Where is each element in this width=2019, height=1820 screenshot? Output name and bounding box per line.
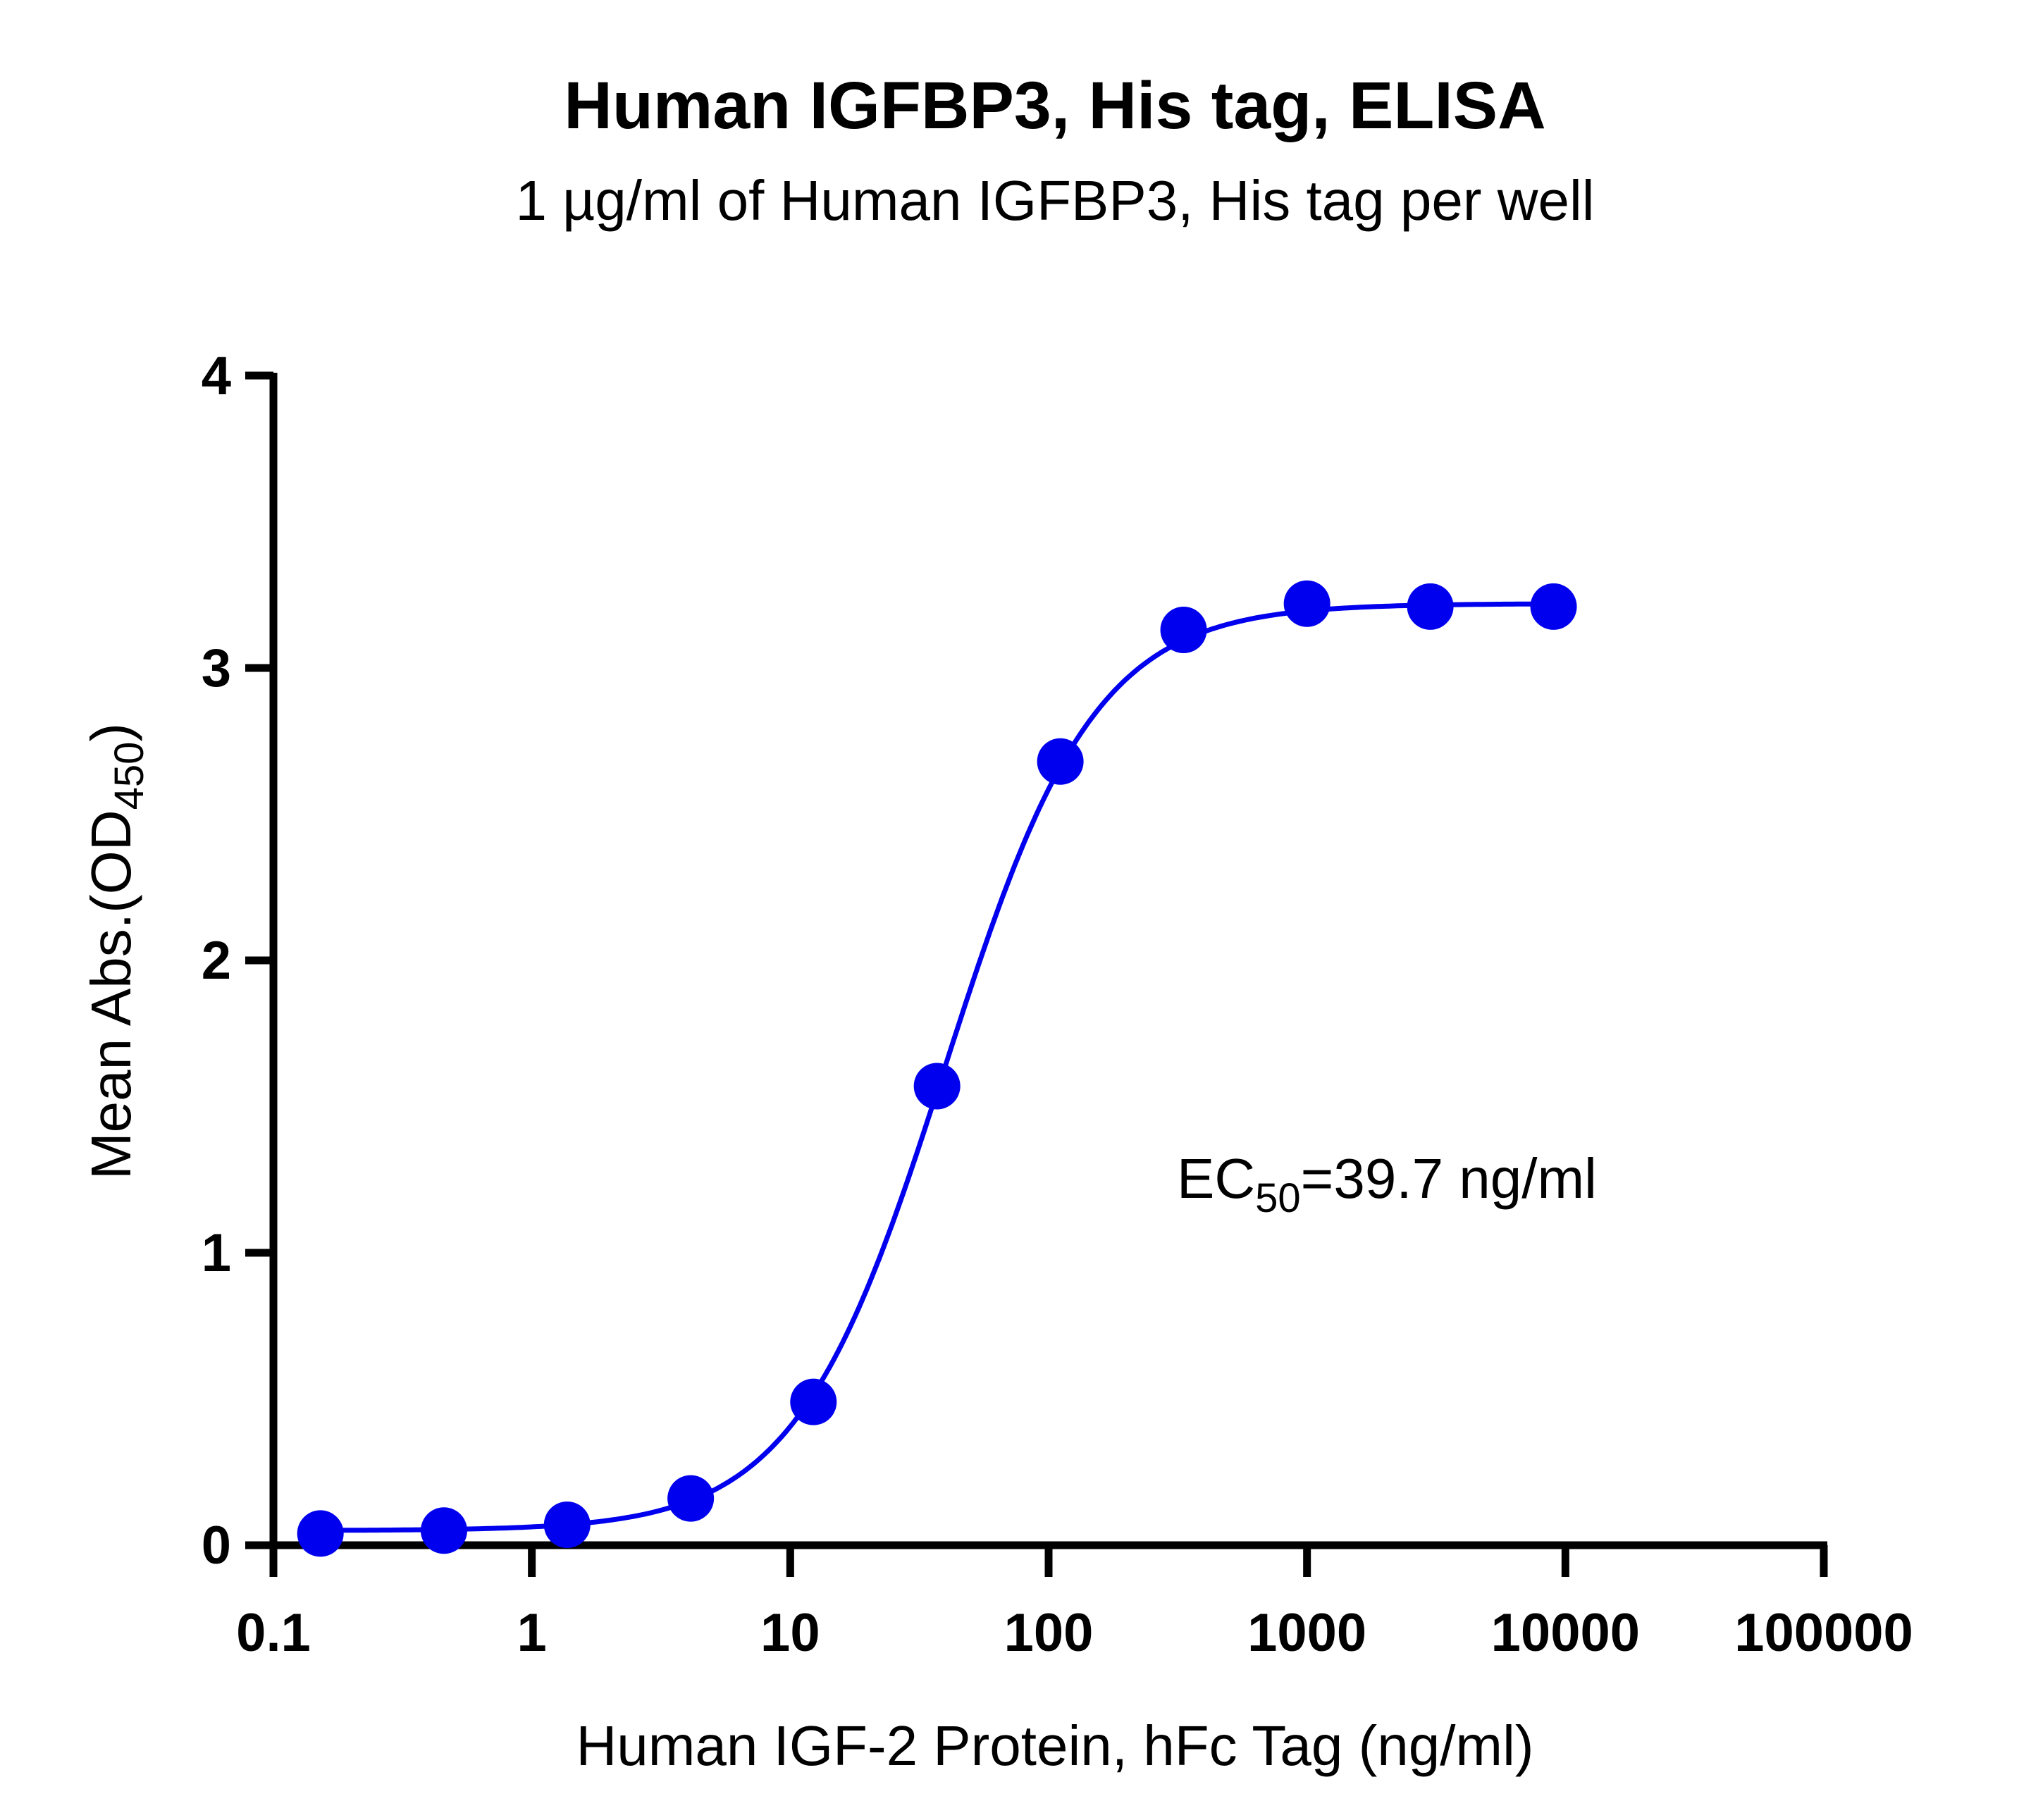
data-point [1407, 583, 1454, 630]
x-tick-label: 10000 [1491, 1603, 1640, 1663]
y-axis-ticks: 0 1 2 3 4 [202, 346, 273, 1576]
y-tick-label: 3 [202, 638, 231, 698]
y-axis-label-end: ) [80, 723, 142, 742]
axes [269, 373, 1827, 1549]
data-point [543, 1501, 591, 1548]
x-tick-label: 100 [1004, 1603, 1094, 1663]
data-point [913, 1063, 961, 1110]
data-point [297, 1510, 344, 1557]
x-tick-label: 100000 [1734, 1603, 1913, 1663]
y-axis-label-sub: 450 [106, 742, 152, 810]
ec50-annotation-end: =39.7 ng/ml [1301, 1147, 1597, 1210]
chart-subtitle: 1 µg/ml of Human IGFBP3, His tag per wel… [515, 169, 1594, 232]
data-points [297, 580, 1577, 1557]
x-axis-ticks: 0.1 1 10 100 1000 10000 100000 [236, 1545, 1913, 1663]
data-point [1160, 607, 1207, 654]
x-tick-label: 1000 [1247, 1603, 1366, 1663]
ec50-annotation: EC50=39.7 ng/ml [1177, 1147, 1597, 1221]
data-point [1530, 583, 1577, 630]
data-point [790, 1378, 837, 1425]
data-point [1037, 738, 1084, 785]
ec50-annotation-sub: 50 [1255, 1175, 1301, 1221]
x-axis-label: Human IGF-2 Protein, hFc Tag (ng/ml) [576, 1714, 1534, 1777]
y-axis-label-main: Mean Abs.(OD [80, 810, 142, 1180]
y-tick-label: 2 [202, 931, 231, 991]
x-tick-label: 10 [760, 1603, 820, 1663]
y-tick-label: 4 [202, 346, 231, 406]
y-tick-label: 0 [202, 1516, 231, 1576]
data-point [420, 1507, 467, 1554]
data-point [667, 1475, 715, 1522]
chart-title: Human IGFBP3, His tag, ELISA [564, 68, 1546, 143]
y-tick-label: 1 [202, 1223, 231, 1283]
ec50-annotation-main: EC [1177, 1147, 1255, 1210]
x-tick-label: 1 [517, 1603, 547, 1663]
y-axis-label: Mean Abs.(OD450) [80, 723, 152, 1180]
data-point [1283, 580, 1330, 627]
x-tick-label: 0.1 [236, 1603, 311, 1663]
